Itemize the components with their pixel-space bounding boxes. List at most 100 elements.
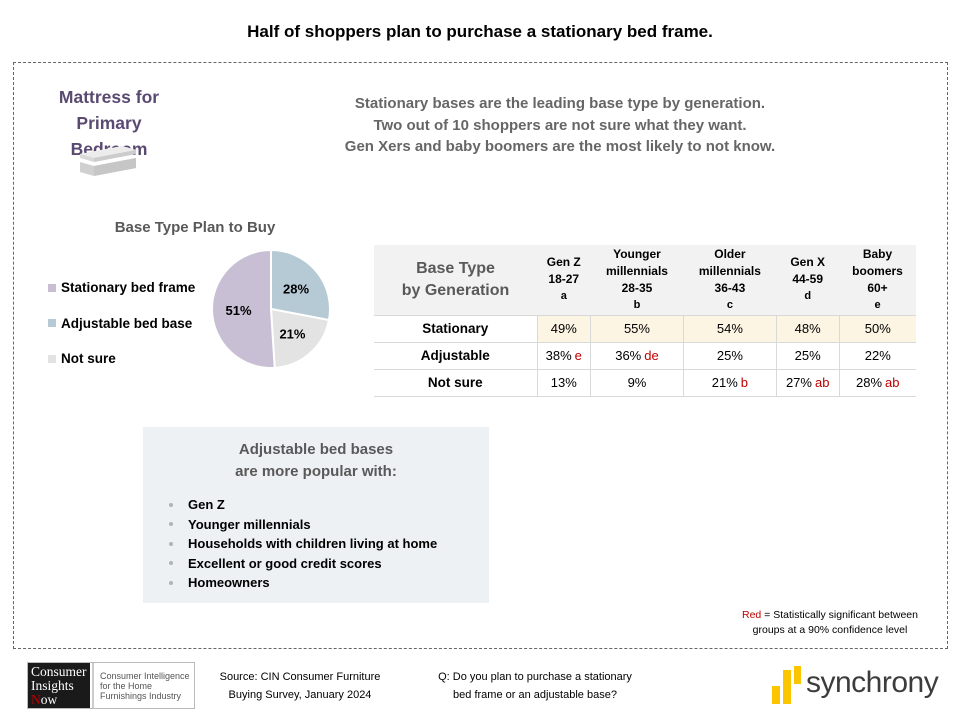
list-item: Younger millennials	[169, 515, 437, 535]
headline: Stationary bases are the leading base ty…	[300, 93, 820, 158]
generation-table: Base Type by Generation Gen Z 18-27 a Yo…	[374, 245, 916, 397]
column-age: 44-59	[792, 272, 824, 287]
column-name-line2: millennials	[605, 263, 668, 278]
cell-value: 9%	[627, 375, 647, 390]
table-cell: 25%	[682, 341, 777, 369]
cell-value: 25%	[716, 348, 743, 363]
callout-list: Gen Z Younger millennials Households wit…	[169, 495, 437, 593]
cin-logo-ow: ow	[40, 692, 58, 707]
table-row: Not sure 13% 9% 21% b 27% ab 28% ab	[374, 368, 916, 397]
row-label: Not sure	[374, 368, 537, 397]
cin-tagline-line3: Furnishings Industry	[100, 691, 182, 701]
cin-logo-n: N	[31, 692, 41, 707]
table-cell: 27% ab	[775, 368, 839, 397]
legend-label: Stationary bed frame	[61, 280, 196, 296]
legend-item-stationary: Stationary bed frame	[48, 270, 195, 306]
list-item-text: Homeowners	[188, 575, 270, 590]
pie-chart-title: Base Type Plan to Buy	[114, 219, 276, 236]
column-header-gen-x: Gen X 44-59 d	[776, 245, 839, 315]
table-row: Stationary 49% 55% 54% 48% 50%	[374, 314, 916, 342]
cell-value: 50%	[864, 321, 891, 336]
callout-box: Adjustable bed bases are more popular wi…	[143, 427, 489, 603]
cell-value: 55%	[623, 321, 650, 336]
table-cell: 55%	[590, 314, 684, 342]
pie-slice-adjustable	[270, 248, 331, 322]
table-cell: 28% ab	[838, 368, 916, 397]
table-cell: 22%	[838, 341, 916, 369]
cell-value: 38%	[545, 348, 572, 363]
question-line1: Q: Do you plan to purchase a stationary	[438, 671, 632, 683]
pie-chart: 28% 21% 51%	[211, 248, 331, 369]
table-title-line2: by Generation	[401, 281, 510, 299]
cin-tagline-line1: Consumer Intelligence	[100, 671, 190, 681]
synchrony-wordmark: synchrony	[806, 666, 939, 699]
significance-marker: de	[644, 348, 659, 363]
column-code: a	[560, 290, 567, 303]
column-name: Gen X	[790, 255, 826, 270]
column-name-line1: Baby	[862, 246, 893, 261]
synchrony-bars-icon	[772, 666, 801, 704]
pie-slice-stationary	[211, 248, 276, 369]
column-header-younger-millennials: Younger millennials 28-35 b	[590, 245, 684, 315]
column-name-line1: Older	[714, 246, 746, 261]
list-item-text: Excellent or good credit scores	[188, 555, 382, 571]
significance-note: Red = Statistically significant between …	[720, 608, 940, 638]
callout-title-line1: Adjustable bed bases	[238, 441, 394, 458]
bullet-icon	[169, 541, 173, 546]
legend-swatch	[48, 283, 56, 292]
note-text-line1: = Statistically significant between	[761, 609, 918, 621]
significance-marker: ab	[885, 375, 900, 390]
table-cell: 54%	[682, 314, 777, 342]
table-cell: 50%	[838, 314, 916, 342]
significance-marker: e	[574, 348, 582, 363]
synchrony-logo: synchrony	[770, 664, 950, 708]
row-label: Adjustable	[374, 341, 537, 369]
table-cell: 9%	[590, 368, 684, 397]
table-header-row: Base Type by Generation Gen Z 18-27 a Yo…	[374, 245, 916, 315]
column-age: 36-43	[714, 280, 746, 295]
callout-title-line2: are more popular with:	[235, 463, 397, 480]
cell-value: 22%	[864, 348, 891, 363]
cell-value: 27%	[785, 375, 812, 390]
table-cell: 49%	[536, 314, 591, 342]
bullet-icon	[169, 502, 173, 507]
cell-value: 13%	[550, 375, 577, 390]
column-age: 60+	[867, 280, 888, 295]
column-name: Gen Z	[546, 255, 581, 270]
bullet-icon	[169, 522, 173, 527]
legend-swatch	[48, 319, 56, 328]
legend-item-adjustable: Adjustable bed base	[48, 306, 195, 342]
note-text-line2: groups at a 90% confidence level	[752, 624, 908, 636]
mattress-icon	[80, 146, 136, 176]
column-age: 18-27	[548, 272, 580, 287]
column-name-line2: millennials	[698, 263, 761, 278]
bullet-icon	[169, 561, 173, 566]
list-item-text: Gen Z	[188, 497, 225, 512]
headline-line2: Two out of 10 shoppers are not sure what…	[373, 116, 747, 134]
significance-marker: b	[740, 375, 749, 390]
cin-logo-word1: Consumer	[31, 664, 87, 679]
legend-label: Adjustable bed base	[61, 315, 193, 331]
table-title-line1: Base Type	[416, 259, 495, 277]
pie-data-label: 21%	[279, 326, 305, 341]
pie-slice-not-sure	[269, 307, 331, 369]
cell-value: 28%	[856, 375, 883, 390]
cin-logo-word3: Now	[31, 693, 87, 707]
cin-logo-tagline: Consumer Intelligence for the Home Furni…	[92, 663, 194, 708]
table-cell: 36% de	[590, 341, 684, 369]
cin-logo: Consumer Insights Now Consumer Intellige…	[27, 662, 195, 709]
survey-question: Q: Do you plan to purchase a stationary …	[400, 668, 670, 704]
column-name-line1: Younger	[613, 246, 661, 261]
list-item: Households with children living at home	[169, 534, 437, 554]
bullet-icon	[169, 580, 173, 585]
table-cell: 13%	[536, 368, 591, 397]
legend-item-not-sure: Not sure	[48, 341, 195, 377]
column-header-baby-boomers: Baby boomers 60+ e	[839, 245, 916, 315]
significance-marker: ab	[814, 375, 830, 390]
page-title: Half of shoppers plan to purchase a stat…	[247, 22, 713, 41]
pie-legend: Stationary bed frame Adjustable bed base…	[48, 270, 195, 377]
content-frame	[13, 62, 948, 649]
note-red-word: Red	[742, 609, 762, 621]
list-item-text: Younger millennials	[188, 516, 311, 532]
headline-line1: Stationary bases are the leading base ty…	[354, 95, 766, 112]
